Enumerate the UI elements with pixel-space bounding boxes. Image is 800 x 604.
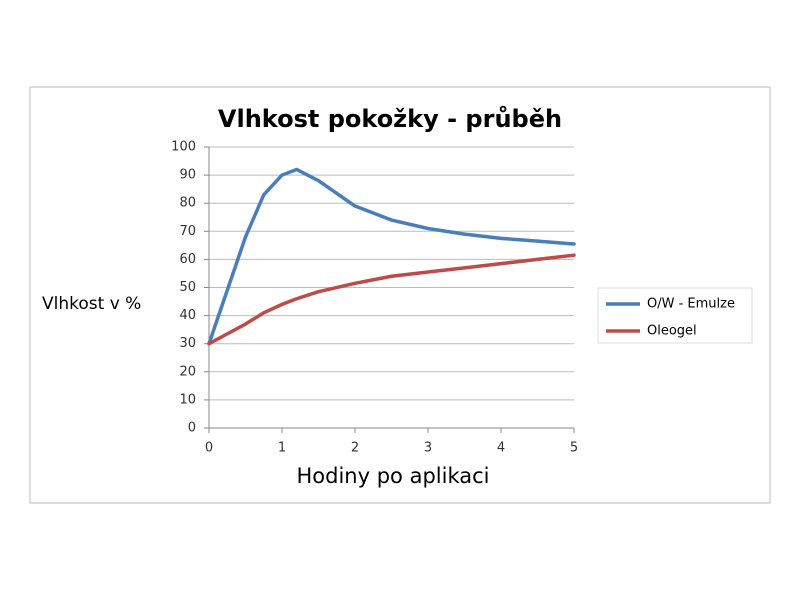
chart-title: Vlhkost pokožky - průběh [218,105,562,133]
y-tick-label: 80 [179,196,196,211]
y-tick-label: 60 [179,252,196,267]
y-tick-label: 30 [179,336,196,351]
x-axis-label: Hodiny po aplikaci [297,464,490,488]
y-axis-label: Vlhkost v % [42,294,141,314]
y-tick-label: 90 [179,168,196,183]
x-tick-label: 4 [497,441,505,456]
y-tick-label: 40 [179,308,196,323]
x-tick-label: 5 [570,441,578,456]
x-tick-label: 2 [351,441,359,456]
legend-label: Oleogel [647,324,697,339]
legend-box [597,287,753,344]
y-tick-label: 0 [188,421,196,436]
y-tick-label: 10 [179,392,196,407]
legend-label: O/W - Emulze [647,297,735,312]
x-tick-label: 1 [278,441,286,456]
y-tick-label: 100 [171,140,196,155]
y-tick-label: 70 [179,224,196,239]
y-tick-label: 20 [179,364,196,379]
x-tick-label: 0 [205,441,213,456]
x-tick-label: 3 [424,441,432,456]
y-tick-label: 50 [179,280,196,295]
series-line [207,167,576,346]
series-line [207,253,576,346]
